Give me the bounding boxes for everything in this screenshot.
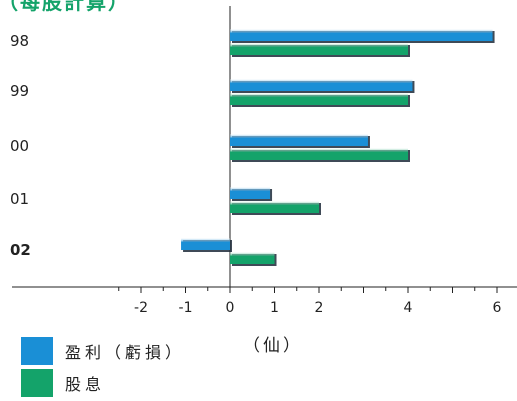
bar-dividend (230, 201, 319, 213)
bar-earnings (230, 134, 368, 146)
x-tick-label: 6 (493, 300, 502, 316)
legend-item-dividend: 股息 (21, 369, 185, 397)
legend: 盈利（虧損） 股息 (21, 337, 185, 401)
category-label: 98 (10, 32, 29, 50)
legend-item-earnings: 盈利（虧損） (21, 337, 185, 365)
bar-dividend (230, 93, 408, 105)
bar-dividend (230, 252, 275, 264)
legend-swatch-earnings (21, 337, 53, 365)
x-tick-label: -2 (134, 300, 148, 316)
bar-earnings (230, 29, 493, 41)
legend-label-dividend: 股息 (65, 371, 105, 395)
x-tick-label: 4 (404, 300, 413, 316)
category-label: 00 (10, 137, 29, 155)
legend-label-earnings: 盈利（虧損） (65, 339, 185, 363)
category-label: 99 (10, 82, 29, 100)
x-tick-label: 2 (315, 300, 324, 316)
x-tick-label: 1 (270, 300, 279, 316)
bar-earnings (181, 238, 230, 250)
bar-dividend (230, 148, 408, 160)
bar-earnings (230, 187, 270, 199)
x-tick-label: -1 (179, 300, 193, 316)
category-label: 02 (10, 241, 31, 259)
bar-earnings (230, 79, 412, 91)
category-label: 01 (10, 190, 29, 208)
bar-dividend (230, 43, 408, 55)
x-unit-label: （仙） (243, 331, 303, 356)
legend-swatch-dividend (21, 369, 53, 397)
x-tick-label: 0 (226, 300, 235, 316)
